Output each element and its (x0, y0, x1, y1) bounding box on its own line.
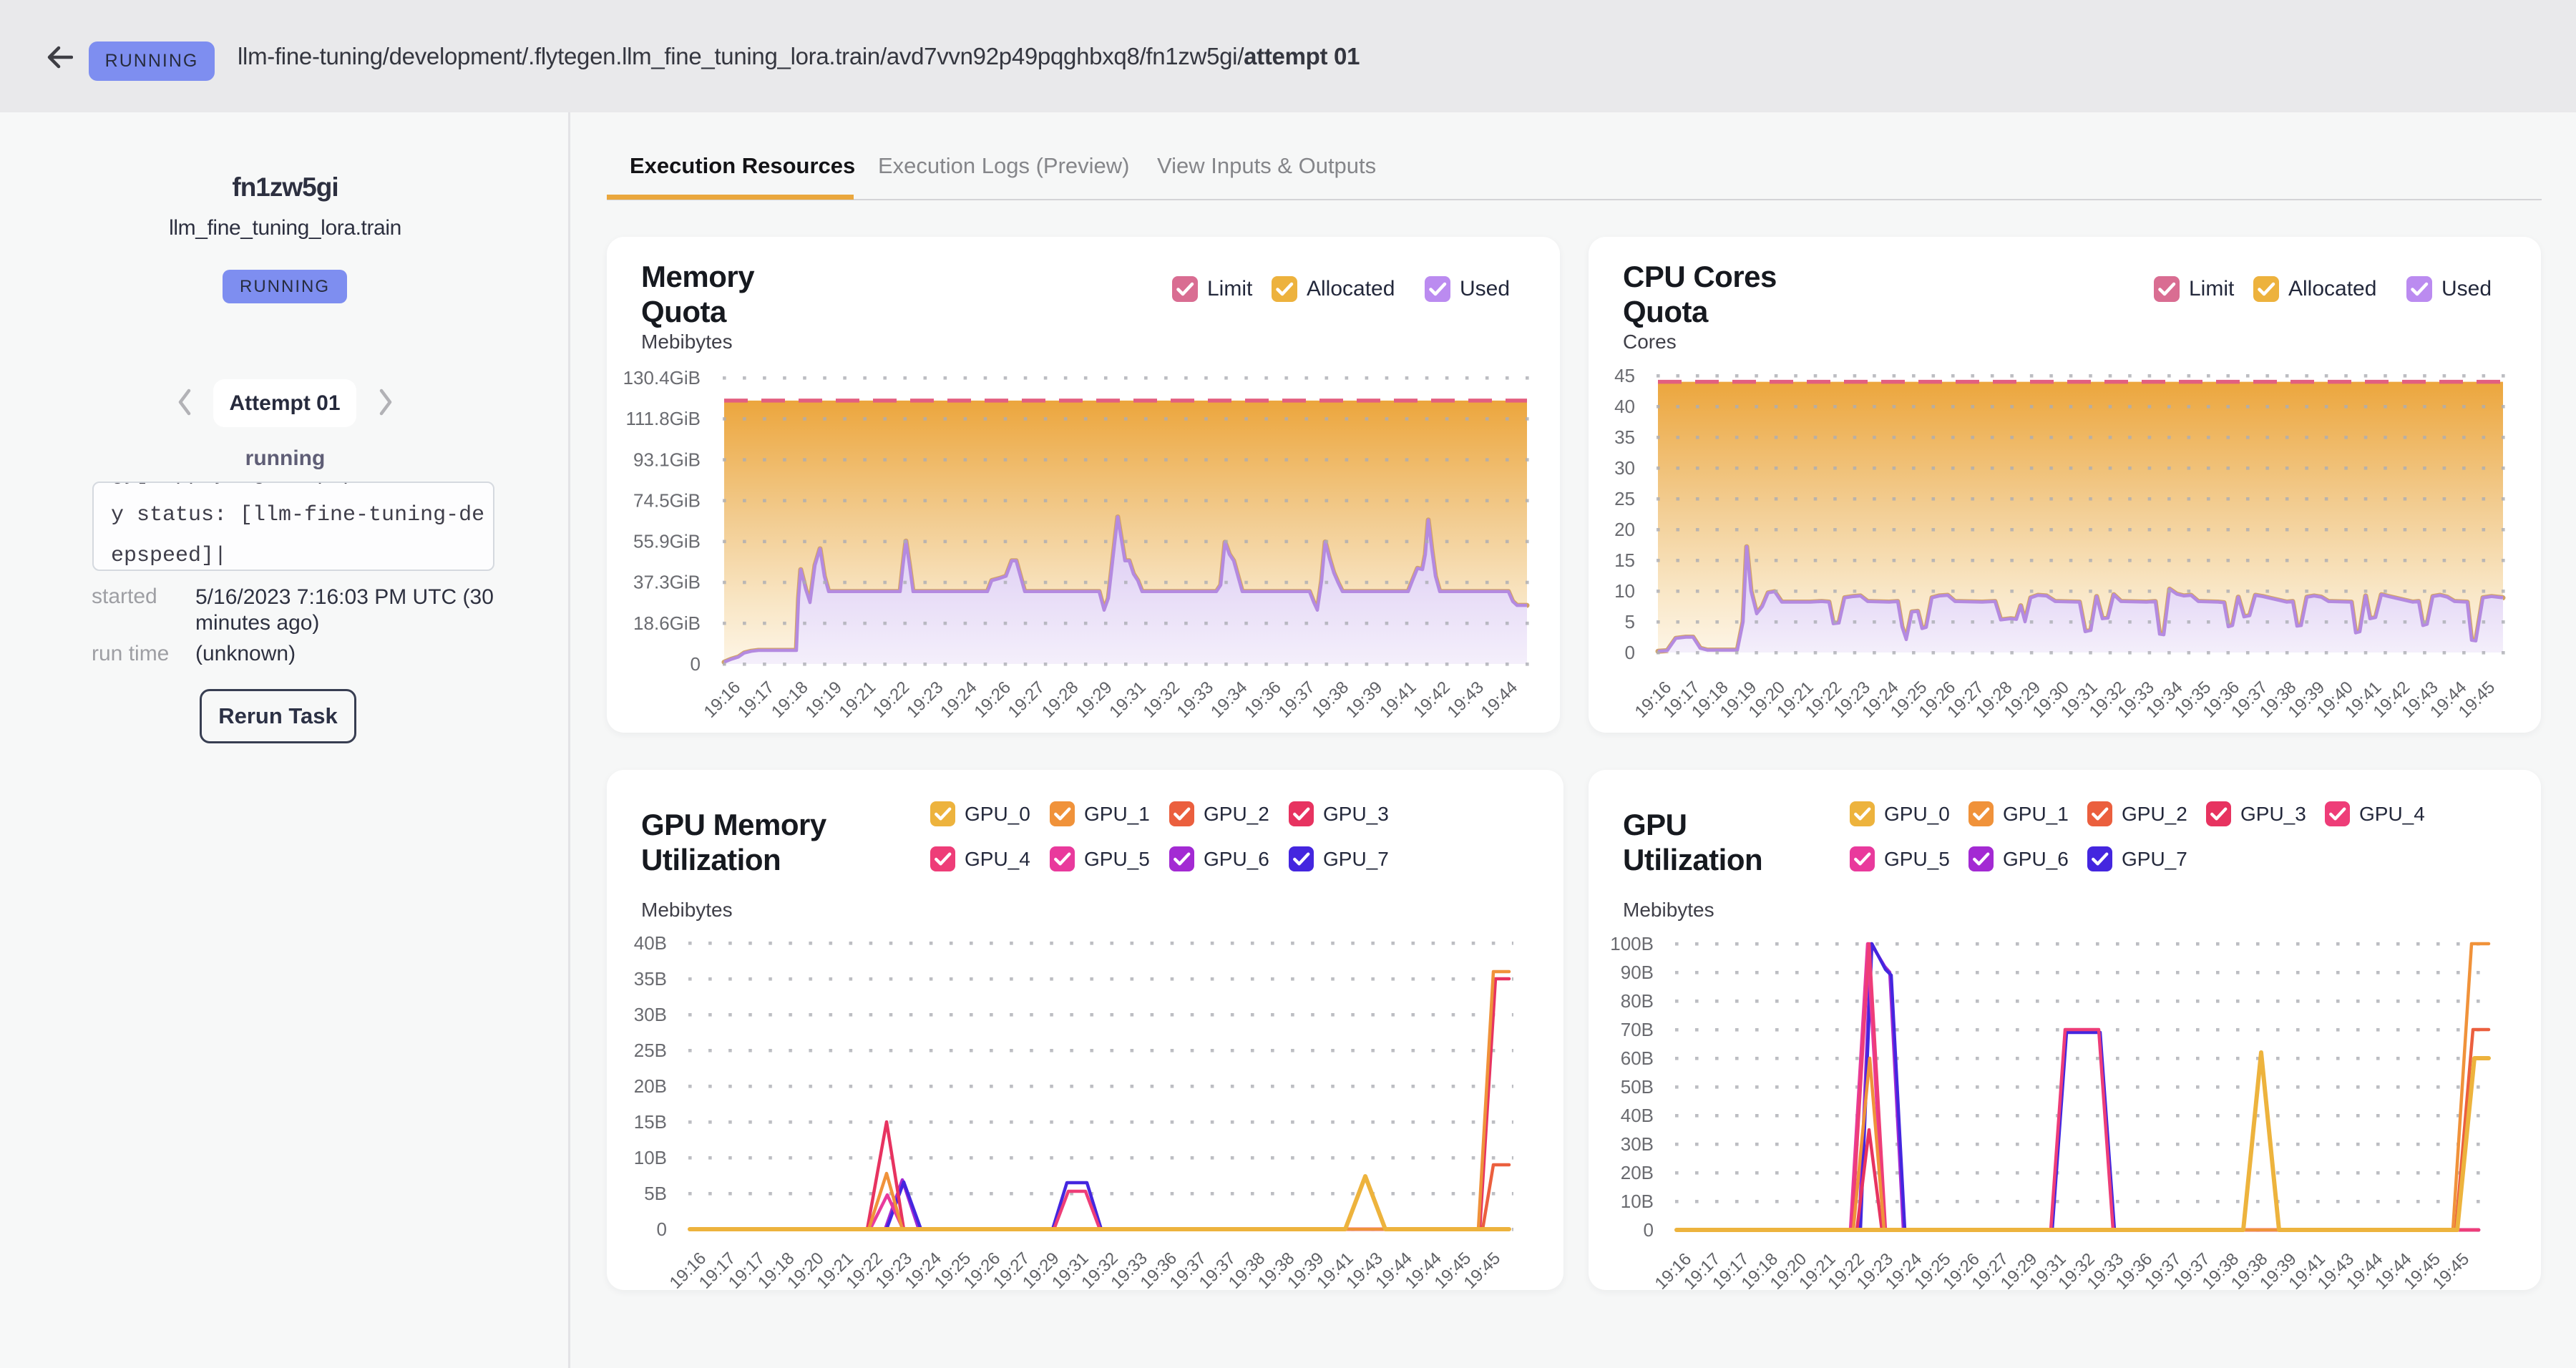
svg-text:74.5GiB: 74.5GiB (633, 489, 701, 511)
svg-text:10: 10 (1614, 580, 1635, 602)
svg-text:0: 0 (1625, 642, 1635, 663)
svg-text:0: 0 (657, 1218, 667, 1240)
svg-text:19:36: 19:36 (1241, 678, 1285, 722)
svg-text:19:22: 19:22 (869, 678, 914, 722)
svg-text:20B: 20B (1621, 1162, 1654, 1183)
svg-text:100B: 100B (1610, 933, 1654, 954)
svg-text:5B: 5B (644, 1183, 667, 1204)
svg-text:19:38: 19:38 (1309, 678, 1353, 722)
svg-text:19:41: 19:41 (1376, 678, 1420, 722)
svg-text:5: 5 (1625, 611, 1635, 632)
svg-text:19:24: 19:24 (937, 678, 981, 722)
svg-text:25: 25 (1614, 488, 1635, 509)
svg-text:25B: 25B (634, 1040, 667, 1061)
svg-text:80B: 80B (1621, 990, 1654, 1012)
svg-text:19:17: 19:17 (734, 678, 779, 722)
svg-text:35B: 35B (634, 968, 667, 990)
svg-text:35: 35 (1614, 426, 1635, 448)
svg-text:19:28: 19:28 (1038, 678, 1083, 722)
svg-text:19:21: 19:21 (836, 678, 880, 722)
svg-text:20B: 20B (634, 1075, 667, 1097)
svg-text:30: 30 (1614, 457, 1635, 479)
svg-text:50B: 50B (1621, 1076, 1654, 1098)
svg-text:19:16: 19:16 (701, 678, 745, 722)
svg-text:19:37: 19:37 (1274, 678, 1319, 722)
svg-text:19:29: 19:29 (1072, 678, 1116, 722)
svg-text:10B: 10B (634, 1147, 667, 1168)
svg-text:19:31: 19:31 (1106, 678, 1150, 722)
svg-text:19:32: 19:32 (1139, 678, 1184, 722)
svg-text:19:19: 19:19 (801, 678, 846, 722)
svg-text:70B: 70B (1621, 1019, 1654, 1040)
svg-text:40: 40 (1614, 396, 1635, 417)
svg-text:93.1GiB: 93.1GiB (633, 449, 701, 470)
svg-text:19:23: 19:23 (903, 678, 947, 722)
svg-text:19:26: 19:26 (970, 678, 1015, 722)
svg-text:37.3GiB: 37.3GiB (633, 572, 701, 593)
svg-text:19:18: 19:18 (768, 678, 812, 722)
svg-text:19:39: 19:39 (1342, 678, 1387, 722)
svg-text:15: 15 (1614, 549, 1635, 571)
svg-text:19:33: 19:33 (1174, 678, 1218, 722)
svg-text:55.9GiB: 55.9GiB (633, 531, 701, 552)
svg-text:40B: 40B (634, 932, 667, 954)
svg-text:18.6GiB: 18.6GiB (633, 612, 701, 634)
svg-text:30B: 30B (1621, 1133, 1654, 1155)
svg-text:90B: 90B (1621, 962, 1654, 983)
svg-text:19:34: 19:34 (1207, 678, 1252, 722)
svg-text:19:44: 19:44 (1478, 678, 1522, 722)
svg-text:15B: 15B (634, 1111, 667, 1133)
svg-text:111.8GiB: 111.8GiB (625, 408, 701, 429)
svg-text:60B: 60B (1621, 1047, 1654, 1069)
svg-text:45: 45 (1614, 365, 1635, 386)
svg-text:0: 0 (691, 653, 701, 675)
svg-text:0: 0 (1644, 1219, 1654, 1241)
svg-text:40B: 40B (1621, 1105, 1654, 1126)
svg-text:20: 20 (1614, 519, 1635, 540)
svg-text:30B: 30B (634, 1004, 667, 1025)
svg-text:10B: 10B (1621, 1191, 1654, 1212)
svg-text:19:27: 19:27 (1005, 678, 1049, 722)
svg-text:130.4GiB: 130.4GiB (623, 367, 701, 389)
svg-text:19:43: 19:43 (1443, 678, 1488, 722)
svg-text:19:42: 19:42 (1410, 678, 1454, 722)
